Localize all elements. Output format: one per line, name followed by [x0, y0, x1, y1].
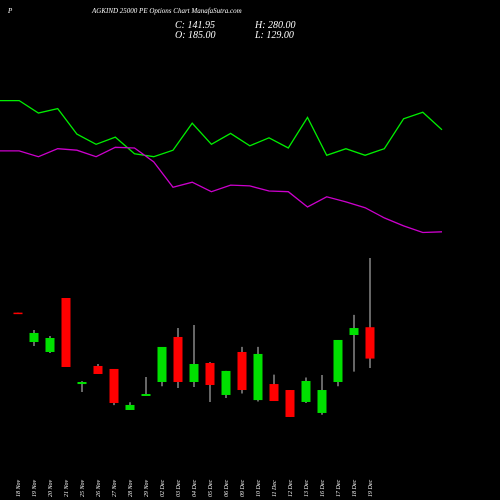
candle-body [45, 337, 55, 352]
candle-body [141, 394, 151, 396]
x-tick-label: 03 Dec [176, 480, 182, 497]
chart-title: AGKIND 25000 PE Options Chart ManafaSutr… [91, 7, 242, 15]
candle-body [61, 297, 71, 367]
candle-body [269, 384, 279, 402]
x-tick-label: 06 Dec [224, 480, 230, 497]
x-tick-label: 19 Dec [368, 480, 374, 497]
candle-body [93, 365, 103, 374]
candle-body [285, 390, 295, 417]
close-info: C: 141.95 [175, 20, 215, 31]
candle-body [29, 332, 39, 343]
candle-body [253, 353, 263, 401]
candle-body [237, 351, 247, 391]
candle-body [317, 390, 327, 413]
candle-body [189, 364, 199, 383]
x-tick-label: 25 Nov [80, 479, 86, 497]
candle-body [205, 362, 215, 385]
x-tick-label: 18 Nov [16, 479, 22, 497]
x-tick-label: 04 Dec [191, 480, 198, 497]
open-info: O: 185.00 [175, 30, 216, 41]
x-tick-label: 12 Dec [288, 480, 294, 497]
x-tick-label: 27 Nov [112, 479, 118, 497]
x-tick-label: 13 Dec [304, 480, 310, 497]
x-tick-label: 02 Dec [160, 480, 166, 497]
low-info: L: 129.00 [254, 30, 294, 41]
candle-body [125, 404, 135, 410]
x-tick-label: 09 Dec [240, 480, 246, 497]
x-tick-label: 21 Nov [64, 479, 70, 497]
x-tick-label: 10 Dec [256, 480, 262, 497]
x-tick-label: 17 Dec [336, 480, 342, 497]
line-series [0, 146, 443, 234]
high-info: H: 280.00 [254, 20, 296, 31]
candle-body [301, 380, 311, 402]
x-tick-label: 05 Dec [208, 480, 214, 497]
x-tick-label: 16 Dec [320, 480, 326, 497]
candle-body [109, 368, 119, 403]
x-tick-label: 11 Dec [272, 480, 278, 497]
x-tick-label: 18 Dec [352, 480, 358, 497]
chart-title-prefix: P [7, 7, 13, 15]
x-tick-label: 29 Nov [144, 479, 150, 497]
candle-body [221, 370, 231, 395]
x-tick-label: 28 Nov [128, 479, 134, 497]
candle-body [333, 339, 343, 383]
candle-body [173, 336, 183, 383]
x-tick-label: 19 Nov [32, 479, 38, 497]
candle-body [349, 328, 359, 336]
x-tick-label: 20 Nov [48, 479, 54, 497]
candle-body [157, 346, 167, 383]
candle-body [365, 327, 375, 359]
x-tick-label: 26 Nov [96, 479, 102, 497]
candle-body [77, 382, 87, 385]
candle-body [13, 312, 23, 315]
line-series [0, 99, 443, 158]
